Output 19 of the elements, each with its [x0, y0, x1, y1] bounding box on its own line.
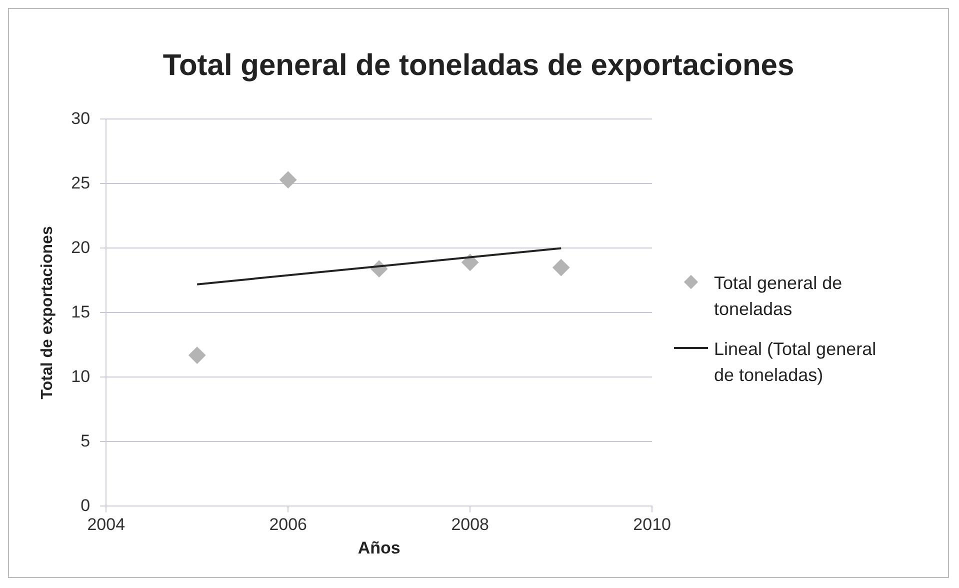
- legend-label: Total general de toneladas: [714, 272, 844, 321]
- x-axis-title: Años: [358, 538, 400, 558]
- y-tick-label: 0: [80, 496, 90, 515]
- x-tick-label: 2006: [269, 515, 308, 534]
- y-tick-label: 20: [71, 238, 90, 257]
- point: [188, 346, 206, 364]
- x-tick-label: 2010: [633, 515, 672, 534]
- y-tick-label: 25: [71, 173, 90, 192]
- chart-title: Total general de toneladas de exportaciones: [162, 48, 796, 84]
- point: [280, 171, 297, 188]
- y-tick-label: 15: [71, 302, 90, 322]
- y-axis-title: Total de exportaciones: [39, 226, 56, 400]
- point: [552, 259, 570, 276]
- y-tick-label: 10: [71, 366, 90, 386]
- x-tick-label: 2008: [451, 515, 490, 534]
- y-tick-label: 30: [71, 108, 90, 128]
- x-tick-label: 2004: [87, 515, 126, 534]
- y-tick-label: 5: [80, 431, 90, 450]
- legend-label: Lineal (Total general de toneladas): [714, 338, 878, 387]
